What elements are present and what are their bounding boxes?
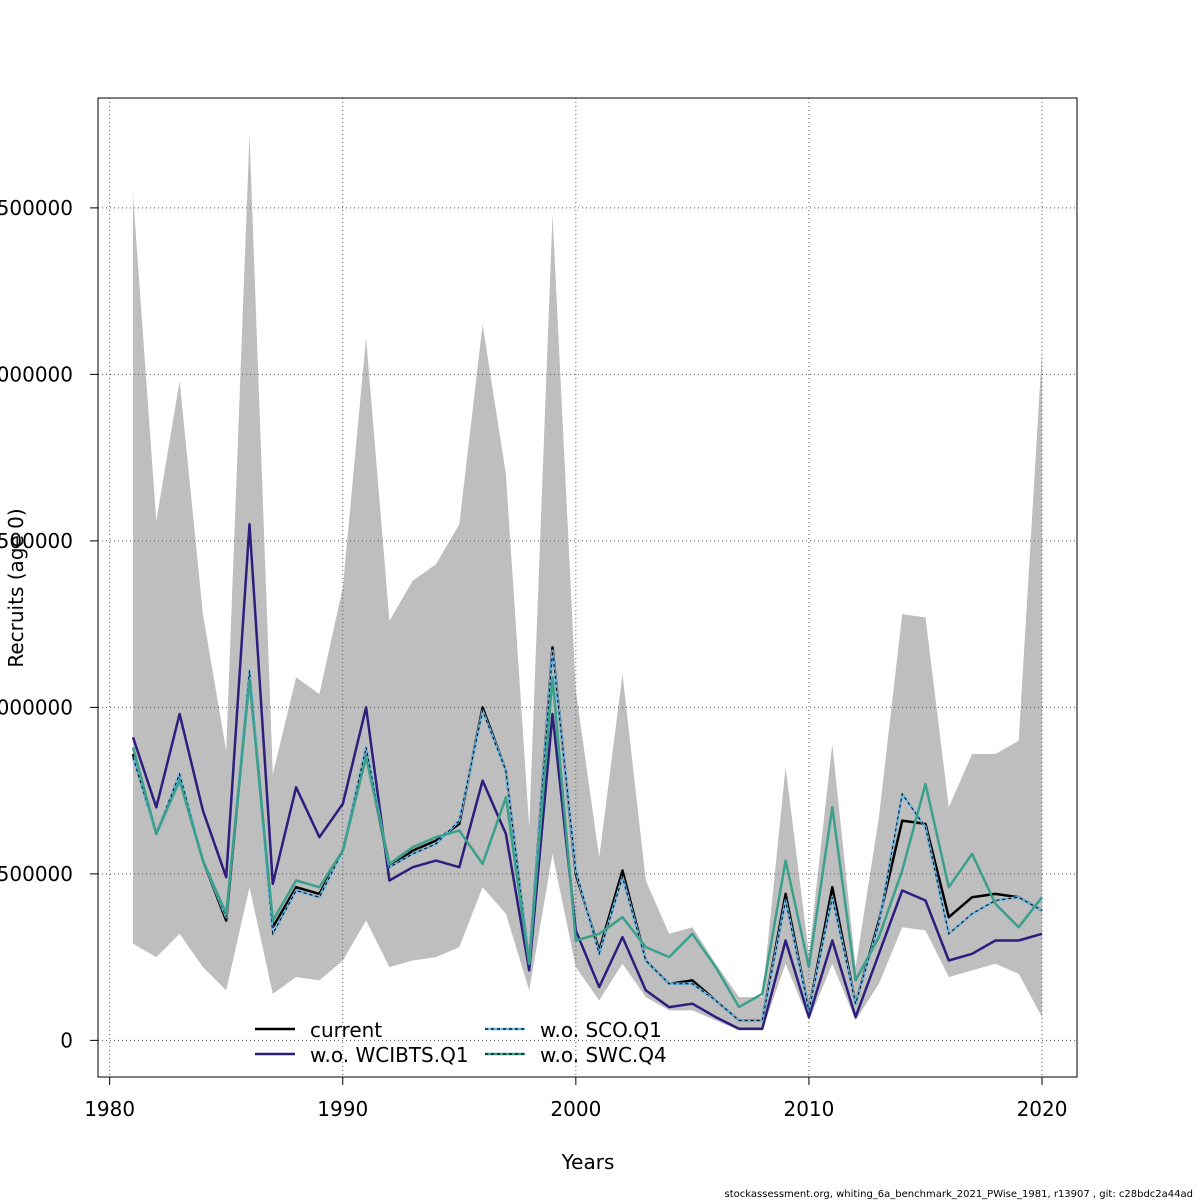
legend: current w.o. WCIBTS.Q1 w.o. SCO.Q1 w.o. …: [255, 1018, 667, 1067]
x-tick-label: 2020: [1017, 1097, 1068, 1121]
y-tick-label: 1000000: [0, 695, 73, 719]
series-lines: [131, 522, 1043, 1030]
series-line-dots-2: [132, 650, 1043, 1021]
x-axis-title: Years: [561, 1150, 615, 1174]
legend-label-swc: w.o. SWC.Q4: [540, 1043, 667, 1067]
footer-credit: stockassessment.org, whiting_6a_benchmar…: [725, 1189, 1193, 1200]
y-axis: 0 500000 1000000 1500000 2000000 2500000: [0, 196, 98, 1052]
plot-frame: [97, 97, 1078, 1078]
x-tick-label: 2000: [550, 1097, 601, 1121]
y-tick-label: 2000000: [0, 362, 73, 386]
series-line-1: [131, 522, 1043, 1030]
x-tick-label: 1980: [84, 1097, 135, 1121]
y-tick-label: 500000: [0, 862, 73, 886]
legend-label-sco: w.o. SCO.Q1: [540, 1018, 662, 1042]
x-tick-label: 1990: [317, 1097, 368, 1121]
series-line-3: [131, 676, 1043, 1009]
x-axis: 1980 1990 2000 2010 2020: [84, 1077, 1067, 1121]
confidence-band: [133, 134, 1042, 1031]
confidence-band-area: [133, 134, 1042, 1031]
y-axis-title: Recruits (age 0): [4, 508, 28, 667]
x-tick-label: 2010: [783, 1097, 834, 1121]
y-tick-label: 2500000: [0, 196, 73, 220]
y-tick-label: 1500000: [0, 529, 73, 553]
legend-label-current: current: [310, 1018, 382, 1042]
y-tick-label: 0: [60, 1028, 73, 1052]
legend-label-wcibts: w.o. WCIBTS.Q1: [310, 1043, 469, 1067]
